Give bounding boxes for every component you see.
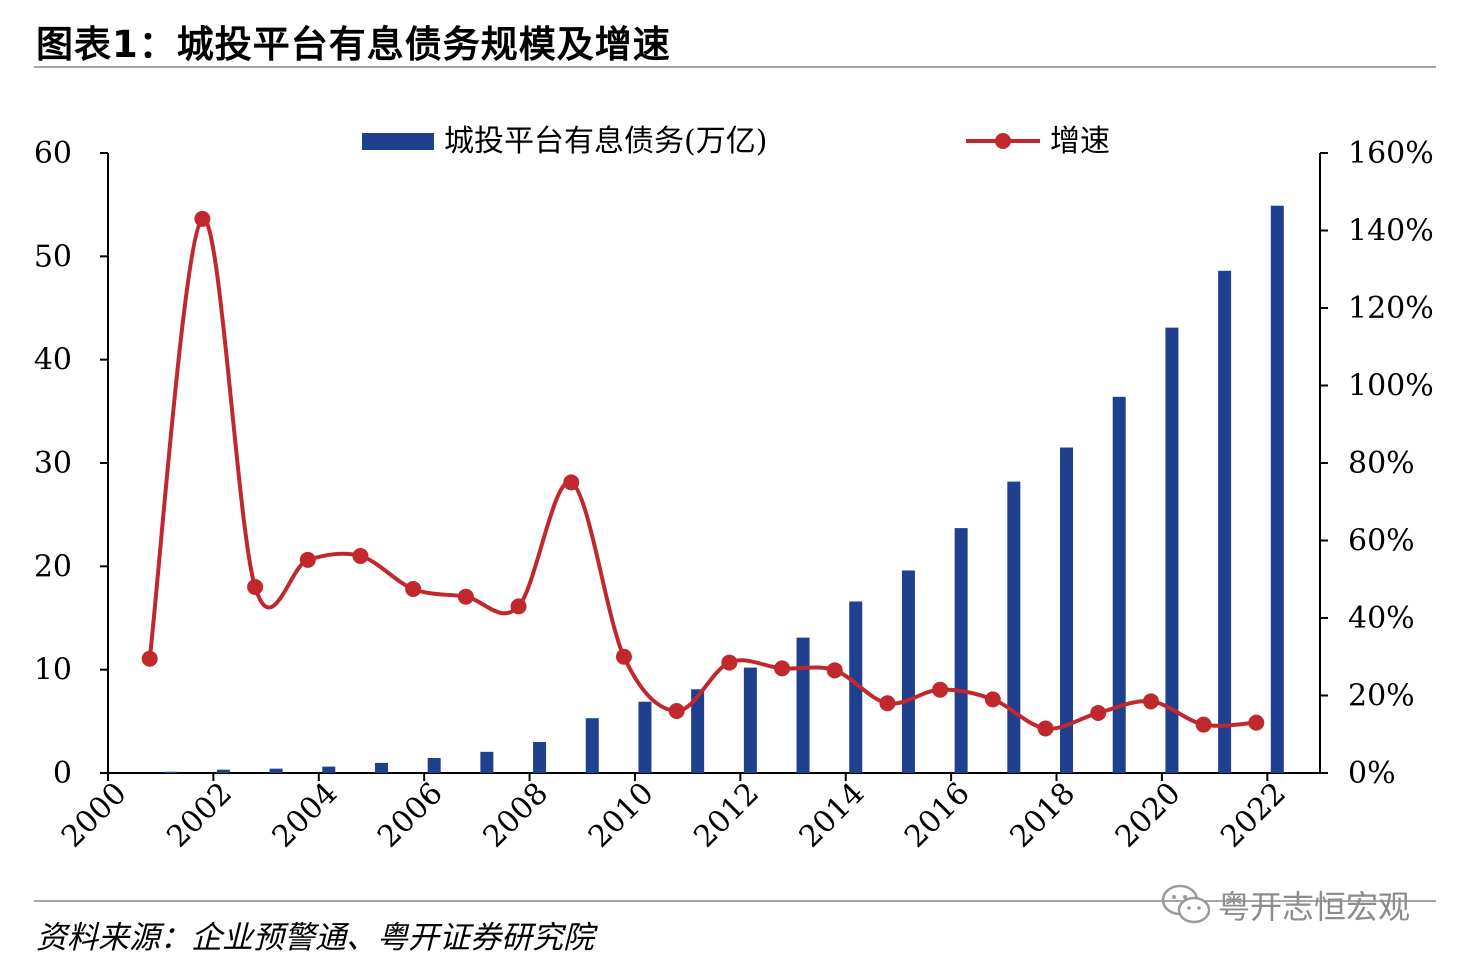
legend: 城投平台有息债务(万亿) 增速	[362, 124, 1110, 159]
y-right-tick-label: 60%	[1348, 524, 1415, 559]
y-right-tick-label: 140%	[1348, 214, 1434, 249]
x-tick-label: 2014	[793, 776, 872, 855]
y-left-tick-label: 30	[34, 446, 72, 481]
growth-line	[147, 216, 1257, 731]
x-tick-label: 2022	[1214, 776, 1293, 855]
x-tick-label: 2012	[687, 776, 766, 855]
y-right-tick-label: 0%	[1348, 756, 1396, 791]
growth-point-2007	[457, 588, 474, 605]
bar-2007	[480, 751, 494, 773]
bar-2016	[954, 528, 968, 773]
source-note: 资料来源：企业预警通、粤开证券研究院	[36, 920, 594, 956]
bar-2015	[901, 570, 915, 773]
x-tick-label: 2020	[1109, 776, 1188, 855]
legend-line-marker	[995, 133, 1011, 149]
growth-point-2009	[563, 474, 580, 491]
bar-2010	[638, 701, 652, 773]
growth-point-2004	[299, 551, 316, 568]
bar-2009	[585, 718, 599, 773]
bar-2019	[1112, 396, 1126, 773]
growth-point-2016	[932, 681, 949, 698]
bar-2002	[216, 769, 230, 773]
growth-point-2012	[721, 654, 738, 671]
legend-bar-swatch	[362, 133, 434, 150]
wechat-icon	[1161, 884, 1211, 924]
x-tick-label: 2018	[1003, 776, 1082, 855]
growth-point-2002	[194, 210, 211, 227]
bar-2013	[796, 637, 810, 773]
bar-2021	[1218, 270, 1232, 773]
x-tick-label: 2004	[266, 776, 345, 855]
x-tick-label: 2006	[371, 776, 450, 855]
bar-2006	[427, 758, 441, 773]
line-series	[141, 210, 1265, 737]
bar-2011	[691, 689, 705, 773]
growth-point-2017	[984, 691, 1001, 708]
y-right-tick-label: 80%	[1348, 446, 1415, 481]
bar-2008	[533, 742, 547, 773]
growth-point-2022	[1248, 714, 1265, 731]
growth-point-2001	[141, 650, 158, 667]
watermark: 粤开志恒宏观	[1160, 880, 1410, 930]
bar-2004	[322, 766, 336, 773]
bar-2001	[164, 771, 178, 773]
growth-point-2019	[1090, 704, 1107, 721]
growth-point-2014	[826, 662, 843, 679]
y-right-tick-label: 40%	[1348, 601, 1415, 636]
bar-2022	[1270, 205, 1284, 773]
bar-2018	[1060, 447, 1074, 773]
y-left-tick-label: 10	[34, 653, 72, 688]
y-left-tick-label: 0	[53, 756, 72, 791]
bar-2012	[743, 667, 757, 773]
x-tick-label: 2002	[160, 776, 239, 855]
y-right-tick-label: 100%	[1348, 369, 1434, 404]
bar-2014	[849, 601, 863, 773]
bar-series	[164, 205, 1284, 773]
x-tick-label: 2010	[582, 776, 661, 855]
bar-2005	[374, 762, 388, 773]
legend-line-label: 增速	[1050, 124, 1110, 159]
bar-2003	[269, 768, 283, 773]
growth-point-2018	[1037, 720, 1054, 737]
legend-bar-label: 城投平台有息债务(万亿)	[444, 124, 767, 159]
y-right-tick-label: 20%	[1348, 679, 1415, 714]
x-tick-label: 2016	[898, 776, 977, 855]
title-divider	[34, 66, 1436, 68]
growth-point-2011	[668, 703, 685, 719]
y-right-tick-label: 120%	[1348, 291, 1434, 326]
growth-point-2015	[879, 695, 896, 712]
growth-point-2006	[405, 580, 422, 597]
growth-point-2003	[247, 579, 264, 595]
growth-point-2008	[510, 598, 527, 615]
growth-point-2013	[774, 660, 791, 677]
y-right-tick-label: 160%	[1348, 136, 1434, 171]
bar-2020	[1165, 327, 1179, 773]
footer-divider	[34, 900, 1436, 902]
bar-2017	[1007, 481, 1021, 773]
growth-point-2005	[352, 548, 369, 564]
chart: 0 10 20 30 40 50 60 0% 20% 40% 60% 80% 100% 120% 140% 1…	[34, 124, 1434, 855]
y-left-tick-label: 20	[34, 549, 72, 584]
y-left-tick-label: 40	[34, 343, 72, 378]
x-tick-label: 2008	[476, 776, 555, 855]
growth-point-2021	[1195, 716, 1212, 733]
growth-point-2010	[615, 648, 632, 665]
y-left-tick-label: 50	[34, 239, 72, 274]
y-left-tick-label: 60	[34, 136, 72, 171]
growth-point-2020	[1142, 693, 1159, 710]
watermark-text: 粤开志恒宏观	[1218, 888, 1411, 926]
chart-title: 图表1：城投平台有息债务规模及增速	[36, 23, 671, 66]
